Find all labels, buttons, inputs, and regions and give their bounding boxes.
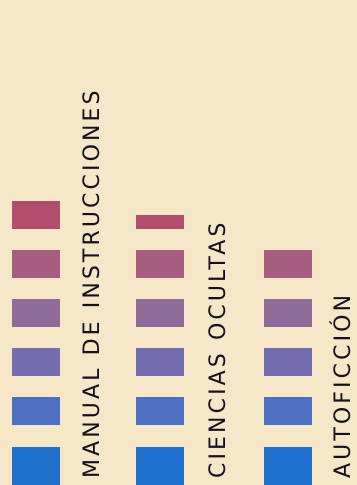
- autoficcion-block-5: [264, 447, 312, 485]
- autoficcion-block-3: [264, 348, 312, 376]
- autoficcion-block-1: [264, 250, 312, 278]
- autoficcion-label: AUTOFICCIÓN: [331, 291, 356, 478]
- ciencias-block-5: [136, 397, 184, 425]
- manual-block-5: [12, 397, 60, 425]
- manual-block-1: [12, 201, 60, 229]
- ciencias-block-4: [136, 348, 184, 376]
- autoficcion-block-4: [264, 397, 312, 425]
- ciencias-block-6: [136, 447, 184, 485]
- autoficcion-block-2: [264, 299, 312, 327]
- manual-block-2: [12, 250, 60, 278]
- manual-block-3: [12, 299, 60, 327]
- ciencias-block-3: [136, 299, 184, 327]
- ciencias-block-2: [136, 250, 184, 278]
- ciencias-block-1: [136, 215, 184, 229]
- manual-block-4: [12, 348, 60, 376]
- manual-block-6: [12, 447, 60, 485]
